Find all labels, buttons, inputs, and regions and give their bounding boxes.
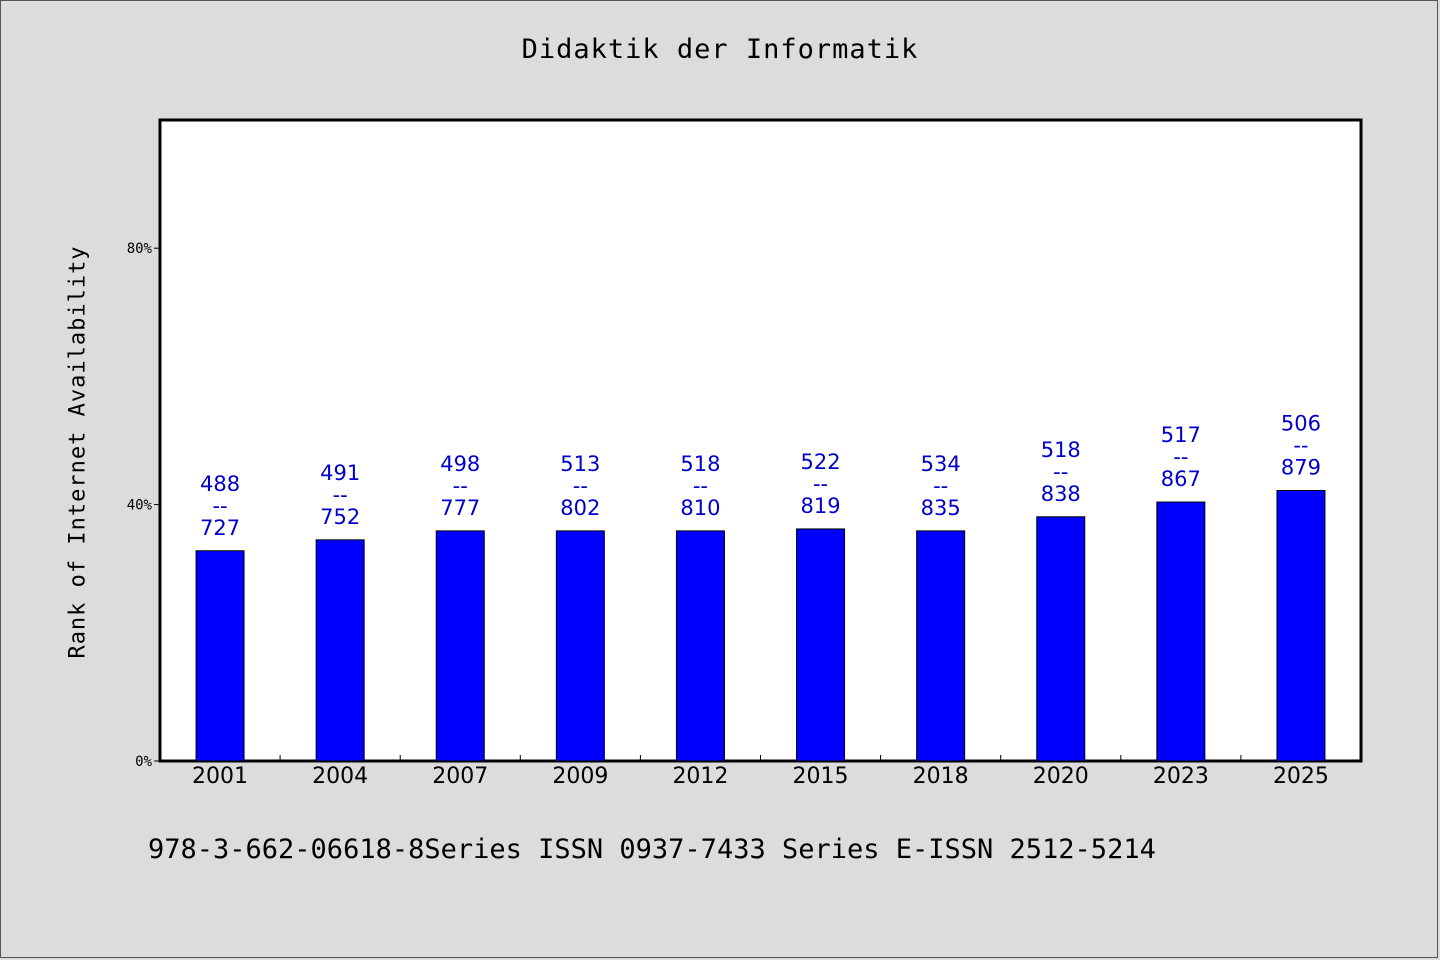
footer-note: 978-3-662-06618-8Series ISSN 0937-7433 S… xyxy=(148,834,1156,865)
bar-value-label: 518 xyxy=(680,452,720,476)
x-tick-label: 2009 xyxy=(552,764,608,789)
bar-value-label: 518 xyxy=(1041,438,1081,462)
bar-value-label: 506 xyxy=(1281,411,1321,435)
x-tick-label: 2004 xyxy=(312,764,368,789)
bar-value-label: 819 xyxy=(801,494,841,518)
bar-value-label: 867 xyxy=(1161,467,1201,491)
bar-value-label: 835 xyxy=(921,496,961,520)
bar-value-label: -- xyxy=(813,472,828,496)
bar xyxy=(675,530,725,762)
bar xyxy=(315,539,365,762)
bar-value-label: -- xyxy=(1173,445,1188,469)
bar-value-label: 838 xyxy=(1041,482,1081,506)
x-tick-label: 2023 xyxy=(1153,764,1209,789)
chart-title: Didaktik der Informatik xyxy=(521,34,919,65)
bar xyxy=(555,530,605,762)
bar-value-label: -- xyxy=(333,483,348,507)
bar-value-label: 517 xyxy=(1161,423,1201,447)
x-tick-label: 2018 xyxy=(913,764,969,789)
bar-value-label: 488 xyxy=(200,472,240,496)
bar-value-label: 727 xyxy=(200,516,240,540)
bar-value-label: 802 xyxy=(560,496,600,520)
axis-ticks xyxy=(154,247,1242,762)
y-tick-labels: 0% 40% 80% xyxy=(127,241,153,770)
bar xyxy=(1036,516,1086,762)
bar-value-label: 752 xyxy=(320,505,360,529)
bar-value-label: -- xyxy=(453,474,468,498)
bar-value-label: -- xyxy=(573,474,588,498)
bars xyxy=(195,489,1326,762)
y-tick-label: 80% xyxy=(127,241,153,257)
bar xyxy=(435,530,485,762)
x-tick-label: 2020 xyxy=(1033,764,1089,789)
bar-value-label: 534 xyxy=(921,452,961,476)
x-tick-label: 2001 xyxy=(192,764,248,789)
bar-labels: 488--727491--752498--777513--802518--810… xyxy=(200,411,1321,539)
x-tick-label: 2012 xyxy=(672,764,728,789)
x-tick-label: 2015 xyxy=(793,764,849,789)
bar-value-label: -- xyxy=(1053,460,1068,484)
y-tick-label: 0% xyxy=(135,754,152,770)
bar-value-label: 879 xyxy=(1281,455,1321,479)
x-tick-label: 2025 xyxy=(1273,764,1329,789)
bar-value-label: -- xyxy=(933,474,948,498)
x-tick-label: 2007 xyxy=(432,764,488,789)
bar-value-label: 810 xyxy=(680,496,720,520)
bar-value-label: -- xyxy=(1293,433,1308,457)
bar xyxy=(796,528,846,762)
bar-value-label: 777 xyxy=(440,496,480,520)
bar xyxy=(1276,489,1326,762)
bar-value-label: 513 xyxy=(560,452,600,476)
y-tick-label: 40% xyxy=(127,498,153,514)
bar xyxy=(1156,501,1206,762)
bar-value-label: 498 xyxy=(440,452,480,476)
bar-value-label: -- xyxy=(693,474,708,498)
bar-value-label: 491 xyxy=(320,461,360,485)
bar xyxy=(195,550,245,762)
bar xyxy=(916,530,966,762)
bar-value-label: 522 xyxy=(801,450,841,474)
bar-value-label: -- xyxy=(212,494,227,518)
x-tick-labels: 2001 2004 2007 2009 2012 2015 2018 2020 2023 2025 xyxy=(192,764,1329,789)
